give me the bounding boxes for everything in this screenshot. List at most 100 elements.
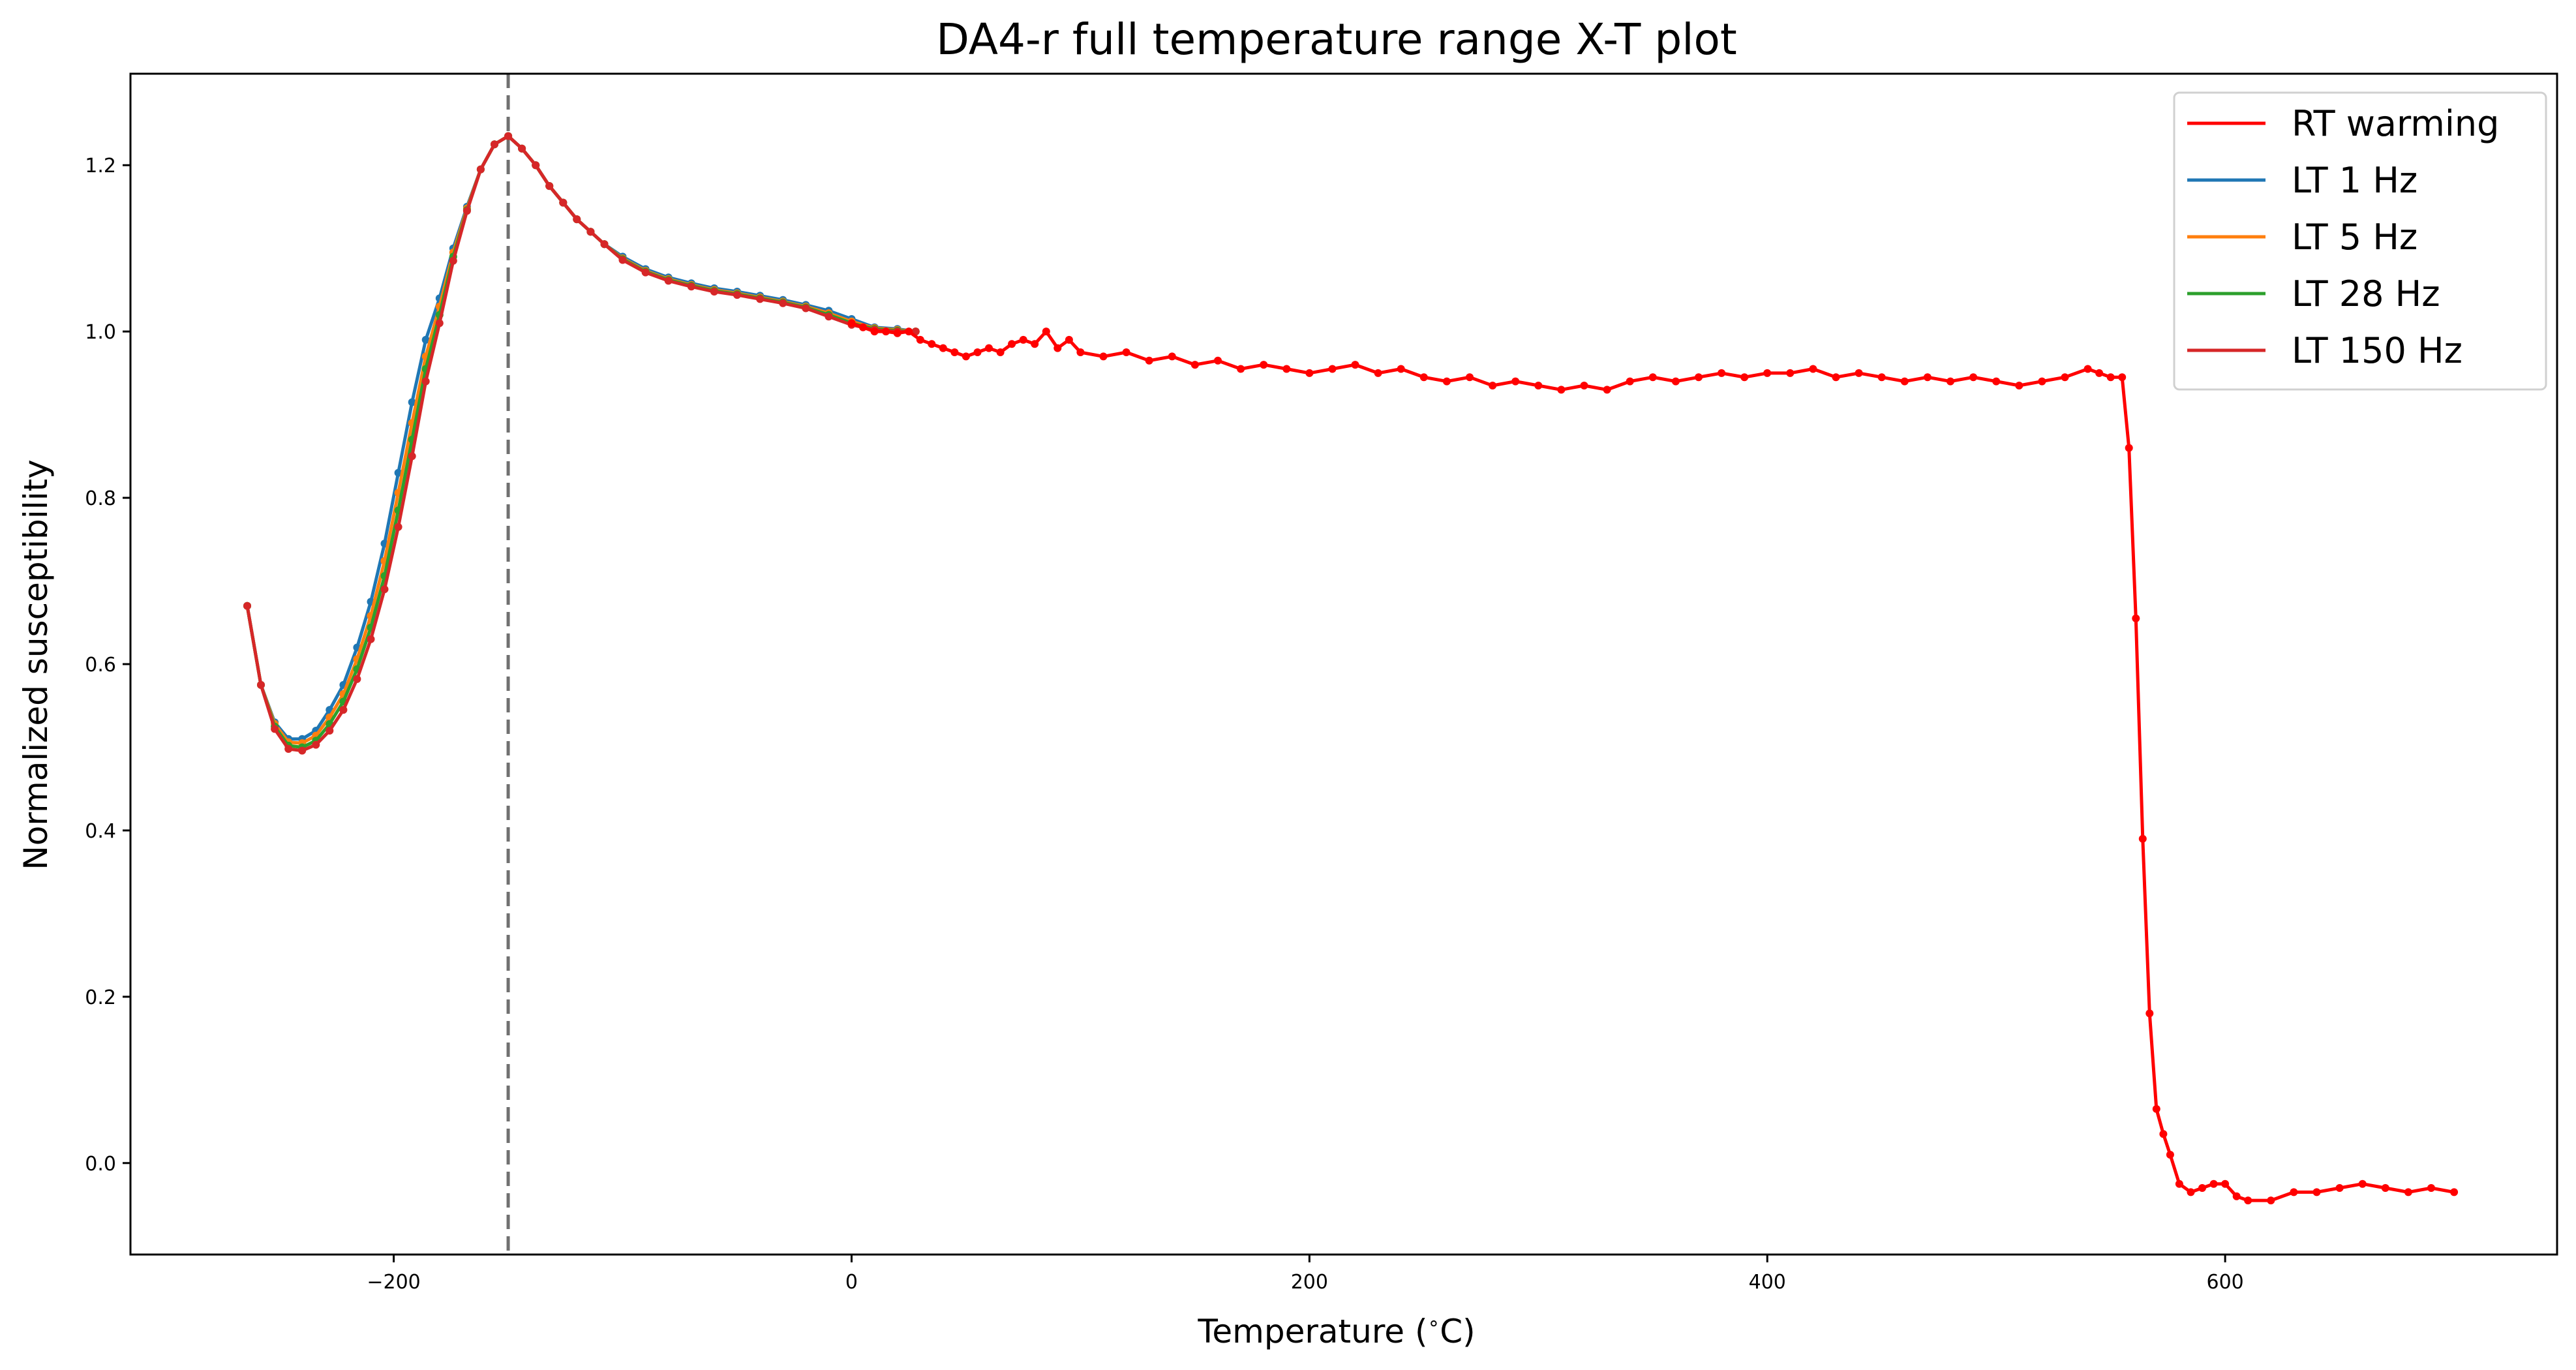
data-point-rt-warming: [893, 329, 902, 337]
data-point-rt-warming: [1580, 382, 1588, 389]
data-point-rt-warming: [1718, 369, 1726, 377]
data-point-lt-150-hz: [518, 144, 526, 153]
data-point-rt-warming: [1397, 365, 1405, 373]
data-point-rt-warming: [1855, 369, 1863, 377]
data-point-lt-150-hz: [449, 256, 457, 265]
data-point-rt-warming: [2084, 365, 2092, 373]
data-point-rt-warming: [2038, 377, 2046, 386]
data-point-rt-warming: [2221, 1180, 2230, 1188]
data-point-rt-warming: [847, 319, 856, 327]
data-point-rt-warming: [2106, 373, 2115, 382]
data-point-rt-warming: [916, 335, 924, 344]
data-point-rt-warming: [1076, 348, 1085, 356]
data-point-rt-warming: [1626, 377, 1634, 386]
data-point-rt-warming: [996, 348, 1005, 356]
data-point-lt-150-hz: [462, 207, 471, 215]
data-point-lt-150-hz: [380, 585, 389, 594]
data-point-rt-warming: [1992, 377, 2001, 386]
data-point-lt-150-hz: [257, 680, 265, 689]
data-point-lt-150-hz: [733, 291, 741, 299]
data-point-lt-150-hz: [491, 140, 498, 149]
data-point-rt-warming: [1168, 352, 1176, 361]
legend-label-lt-28-hz: LT 28 Hz: [2292, 273, 2440, 314]
data-point-rt-warming: [2198, 1184, 2206, 1192]
data-point-rt-warming: [1351, 361, 1359, 369]
y-tick-label: 0.0: [85, 1153, 116, 1176]
data-point-rt-warming: [1489, 382, 1497, 389]
series-lt-150-hz: [243, 132, 920, 755]
data-point-rt-warming: [1065, 335, 1073, 344]
data-point-rt-warming: [1466, 373, 1474, 382]
x-tick-label: 0: [845, 1271, 858, 1294]
data-point-rt-warming: [1763, 369, 1772, 377]
data-point-lt-1-hz: [408, 398, 416, 406]
y-tick-label: 0.6: [85, 654, 116, 677]
data-point-rt-warming: [1008, 340, 1016, 348]
data-point-rt-warming: [1923, 373, 1932, 382]
data-point-rt-warming: [1237, 365, 1245, 373]
legend-label-lt-5-hz: LT 5 Hz: [2292, 217, 2417, 258]
data-point-rt-warming: [2267, 1196, 2275, 1205]
x-tick-label: −200: [367, 1271, 420, 1294]
data-point-rt-warming: [962, 352, 970, 361]
data-point-lt-150-hz: [326, 727, 334, 735]
data-point-rt-warming: [2312, 1188, 2321, 1196]
data-point-rt-warming: [1419, 373, 1428, 382]
data-point-rt-warming: [2427, 1184, 2435, 1192]
data-point-rt-warming: [1534, 382, 1543, 389]
y-axis: 0.0 0.2 0.4 0.6 0.8 1.0 1.2: [85, 155, 130, 1176]
data-point-rt-warming: [2132, 614, 2140, 622]
data-point-rt-warming: [2187, 1188, 2195, 1196]
legend-label-rt-warming: RT warming: [2292, 103, 2499, 144]
data-point-rt-warming: [2175, 1180, 2183, 1188]
data-point-rt-warming: [2232, 1192, 2241, 1200]
data-point-rt-warming: [2152, 1104, 2160, 1113]
data-point-rt-warming: [1260, 361, 1268, 369]
data-point-rt-warming: [2138, 834, 2147, 843]
x-axis-title: Temperature (∘C): [1197, 1312, 1475, 1350]
data-point-lt-150-hz: [435, 319, 444, 327]
y-tick-label: 0.8: [85, 487, 116, 510]
data-point-lt-150-hz: [243, 601, 251, 610]
data-point-lt-150-hz: [664, 277, 673, 285]
data-point-lt-150-hz: [408, 452, 416, 461]
data-point-lt-150-hz: [600, 240, 609, 249]
data-point-lt-150-hz: [545, 182, 554, 190]
data-point-rt-warming: [1603, 386, 1611, 394]
data-point-rt-warming: [1877, 373, 1886, 382]
x-tick-label: 400: [1749, 1271, 1786, 1294]
data-point-rt-warming: [1671, 377, 1680, 386]
data-point-rt-warming: [2450, 1188, 2459, 1196]
data-point-rt-warming: [1214, 356, 1222, 365]
data-point-rt-warming: [939, 344, 947, 352]
data-point-rt-warming: [2145, 1009, 2154, 1018]
data-point-rt-warming: [1969, 373, 1978, 382]
data-point-rt-warming: [928, 340, 936, 348]
data-point-rt-warming: [1145, 356, 1153, 365]
data-point-rt-warming: [1328, 365, 1337, 373]
x-tick-label: 600: [2206, 1271, 2243, 1294]
data-point-lt-150-hz: [779, 299, 787, 307]
data-point-lt-150-hz: [504, 132, 513, 140]
data-point-rt-warming: [1511, 377, 1520, 386]
data-point-rt-warming: [859, 323, 867, 331]
data-point-rt-warming: [2209, 1180, 2218, 1188]
data-point-lt-150-hz: [573, 215, 581, 224]
data-point-lt-150-hz: [312, 740, 320, 749]
data-point-lt-150-hz: [532, 161, 540, 170]
x-tick-label: 200: [1291, 1271, 1328, 1294]
legend-label-lt-1-hz: LT 1 Hz: [2292, 160, 2417, 201]
data-point-rt-warming: [1832, 373, 1840, 382]
data-point-rt-warming: [870, 327, 879, 336]
data-point-lt-150-hz: [618, 256, 627, 264]
data-point-lt-150-hz: [756, 295, 765, 303]
x-axis-title-unit: C): [1440, 1313, 1475, 1350]
data-point-rt-warming: [1099, 352, 1108, 361]
data-point-rt-warming: [882, 327, 890, 336]
data-point-rt-warming: [2159, 1130, 2168, 1138]
data-point-rt-warming: [2381, 1184, 2389, 1192]
data-point-rt-warming: [1282, 365, 1291, 373]
y-axis-title: Normalized susceptibility: [17, 459, 55, 870]
